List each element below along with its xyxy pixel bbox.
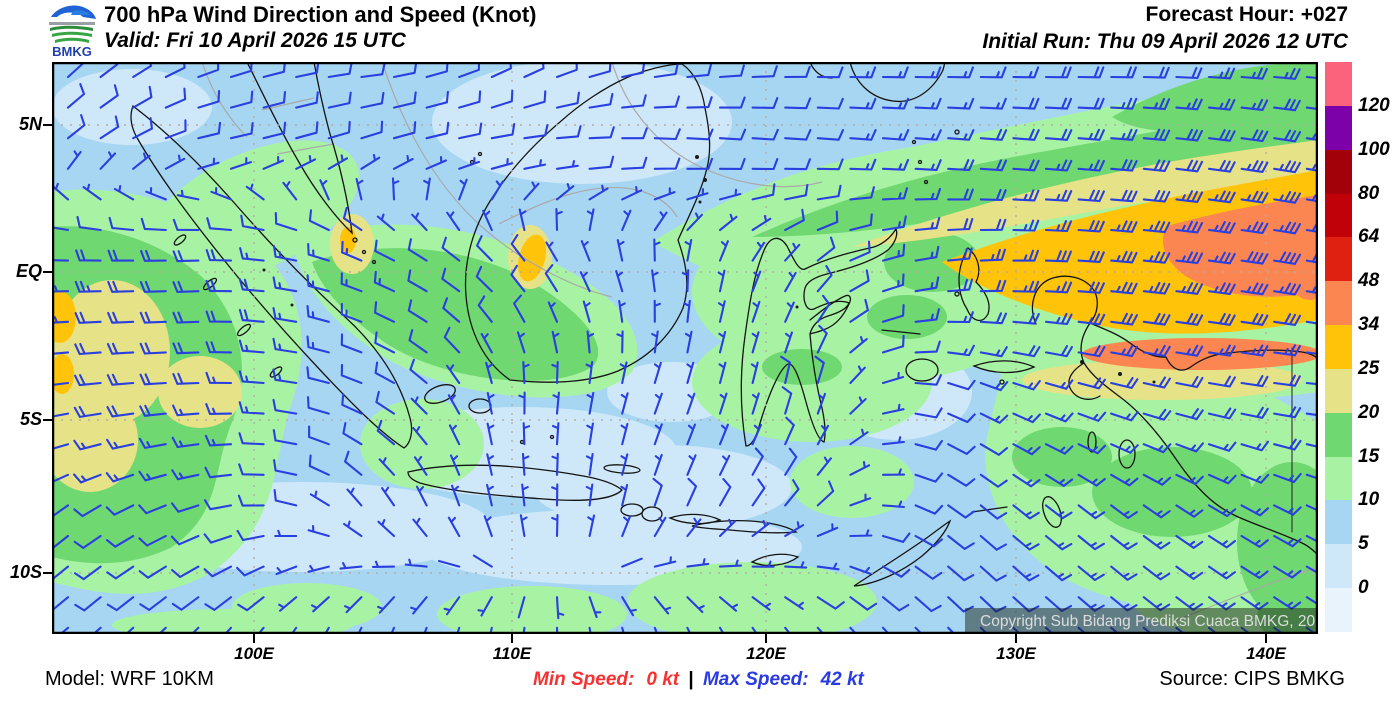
speed-summary: Min Speed: 0 kt | Max Speed: 42 kt <box>533 669 864 691</box>
initial-run: Initial Run: Thu 09 April 2026 12 UTC <box>982 30 1348 53</box>
colorbar-segment <box>1325 237 1352 282</box>
lon-tick <box>511 634 513 643</box>
colorbar-tick-label: 5 <box>1358 533 1369 555</box>
lat-tick <box>43 419 52 421</box>
colorbar-segment <box>1325 500 1352 545</box>
speed-shading: Copyright Sub Bidang Prediksi Cuaca BMKG… <box>52 62 1318 634</box>
max-speed-value: 42 kt <box>820 669 864 690</box>
colorbar-segment <box>1325 368 1352 413</box>
colorbar-segment <box>1325 456 1352 501</box>
map-border <box>51 61 1319 635</box>
copyright-backdrop <box>965 608 1318 634</box>
wind-barb-field <box>52 62 1318 634</box>
colorbar-tick-label: 25 <box>1358 357 1380 379</box>
min-speed-label: Min Speed: <box>533 669 635 690</box>
max-speed-label: Max Speed: <box>702 669 809 690</box>
lat-label: 10S <box>9 562 42 582</box>
colorbar-tick-label: 34 <box>1358 314 1380 336</box>
colorbar-tick-label: 80 <box>1358 182 1380 204</box>
coastlines <box>130 62 1318 587</box>
colorbar-segment <box>1325 193 1352 238</box>
source-label: Source: CIPS BMKG <box>1159 668 1345 690</box>
colorbar-segment <box>1325 62 1352 106</box>
lon-label: 130E <box>996 644 1036 663</box>
lat-tick <box>43 572 52 574</box>
page-title: 700 hPa Wind Direction and Speed (Knot) <box>104 2 537 27</box>
copyright-text: Copyright Sub Bidang Prediksi Cuaca BMKG… <box>980 613 1318 630</box>
colorbar-tick-label: 20 <box>1358 401 1380 423</box>
wind-map-canvas: Copyright Sub Bidang Prediksi Cuaca BMKG… <box>51 61 1319 635</box>
colorbar-tick-label: 120 <box>1358 94 1390 116</box>
lon-label: 140E <box>1246 644 1286 663</box>
colorbar-tick-label: 15 <box>1358 445 1380 467</box>
colorbar-segment <box>1325 325 1352 369</box>
colorbar-segment <box>1325 412 1352 457</box>
lon-tick <box>1015 634 1017 643</box>
colorbar-tick-label: 0 <box>1358 577 1369 599</box>
colorbar-tick-label: 100 <box>1358 138 1390 160</box>
lon-tick <box>253 634 255 643</box>
lat-tick <box>43 124 52 126</box>
colorbar-tick-label: 10 <box>1358 489 1380 511</box>
forecast-hour: Forecast Hour: +027 <box>1145 3 1349 26</box>
logo-cloud-icon <box>49 5 96 43</box>
colorbar-segment <box>1325 544 1352 589</box>
valid-time: Valid: Fri 10 April 2026 15 UTC <box>104 29 406 52</box>
min-speed-value: 0 kt <box>646 669 680 690</box>
lon-tick <box>765 634 767 643</box>
graticule <box>52 62 1318 634</box>
lon-tick <box>1265 634 1267 643</box>
wind-barbs <box>52 62 1318 634</box>
colorbar-tick-label: 48 <box>1358 270 1380 292</box>
logo-text: BMKG <box>52 44 92 59</box>
lat-tick <box>43 271 52 273</box>
lon-label: 100E <box>234 644 274 663</box>
speed-separator: | <box>688 669 694 690</box>
terrain-marks <box>262 155 1156 384</box>
model-label: Model: WRF 10KM <box>45 668 214 690</box>
colorbar-segment <box>1325 281 1352 326</box>
speed-colorbar <box>1325 62 1352 632</box>
lat-label: EQ <box>15 261 42 281</box>
lon-label: 120E <box>746 644 786 663</box>
colorbar-tick-label: 64 <box>1358 226 1380 248</box>
colorbar-segment <box>1325 105 1352 150</box>
wind-map: Copyright Sub Bidang Prediksi Cuaca BMKG… <box>51 61 1319 635</box>
lon-label: 110E <box>492 644 532 663</box>
colorbar-segment <box>1325 588 1352 632</box>
colorbar-segment <box>1325 149 1352 194</box>
lat-label: 5S <box>19 409 42 429</box>
bmkg-logo: BMKG <box>49 5 96 59</box>
lat-label: 5N <box>18 114 42 134</box>
